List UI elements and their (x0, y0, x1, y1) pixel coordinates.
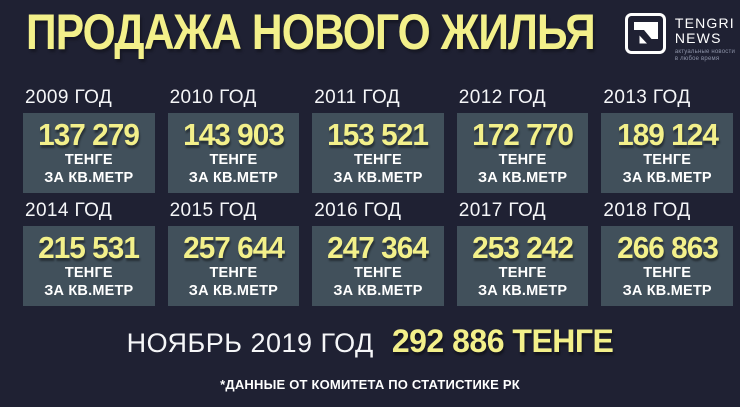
year-cell-2012: 2012 ГОД 172 770 ТЕНГЕ ЗА КВ.МЕТР (456, 87, 589, 193)
price-value: 137 279 (38, 117, 140, 152)
year-label: 2009 ГОД (25, 87, 113, 108)
logo-tagline-line2: в любое время (674, 56, 720, 62)
year-cell-2011: 2011 ГОД 153 521 ТЕНГЕ ЗА КВ.МЕТР (312, 88, 444, 193)
year-cell-2010: 2010 ГОД 143 903 ТЕНГЕ ЗА КВ.МЕТР (167, 87, 300, 193)
unit-line: ТЕНГЕ (354, 152, 402, 168)
price-card: 189 124 ТЕНГЕ ЗА КВ.МЕТР (601, 113, 733, 193)
logo-tagline-line1: актуальные новости (674, 49, 735, 55)
price-card: 172 770 ТЕНГЕ ЗА КВ.МЕТР (456, 113, 589, 193)
unit-line: ТЕНГЕ (354, 265, 402, 281)
year-label: 2012 ГОД (458, 87, 546, 108)
year-label: 2018 ГОД (603, 200, 691, 221)
year-cell-2013: 2013 ГОД 189 124 ТЕНГЕ ЗА КВ.МЕТР (601, 88, 733, 193)
unit-line: ЗА КВ.МЕТР (44, 283, 134, 299)
year-cell-2018: 2018 ГОД 266 863 ТЕНГЕ ЗА КВ.МЕТР (601, 201, 733, 306)
unit-line: ТЕНГЕ (64, 152, 113, 168)
year-cell-2009: 2009 ГОД 137 279 ТЕНГЕ ЗА КВ.МЕТР (23, 88, 155, 193)
unit-line: ТЕНГЕ (643, 265, 692, 281)
unit-line: ЗА КВ.МЕТР (188, 283, 278, 299)
unit-line: ТЕНГЕ (643, 152, 692, 168)
price-card: 143 903 ТЕНГЕ ЗА КВ.МЕТР (167, 113, 300, 193)
tengrinews-logo: TENGRI NEWS актуальные новости в любое в… (624, 13, 735, 63)
year-label: 2014 ГОД (25, 200, 113, 221)
year-label: 2016 ГОД (314, 200, 402, 221)
year-label: 2015 ГОД (169, 200, 257, 221)
tengrinews-flag-icon (624, 13, 666, 54)
unit-line: ЗА КВ.МЕТР (333, 283, 423, 299)
year-cell-2016: 2016 ГОД 247 364 ТЕНГЕ ЗА КВ.МЕТР (312, 201, 444, 306)
year-label: 2011 ГОД (314, 87, 400, 108)
price-value: 253 242 (472, 230, 574, 265)
unit-line: ТЕНГЕ (209, 265, 258, 281)
price-card: 153 521 ТЕНГЕ ЗА КВ.МЕТР (312, 113, 444, 193)
price-value: 266 863 (616, 230, 719, 265)
unit-line: ЗА КВ.МЕТР (333, 170, 423, 186)
summary-row: НОЯБРЬ 2019 ГОД 292 886 ТЕНГЕ (0, 323, 740, 360)
price-value: 153 521 (327, 117, 430, 152)
price-value: 143 903 (182, 117, 285, 152)
unit-line: ЗА КВ.МЕТР (622, 170, 712, 186)
unit-line: ТЕНГЕ (64, 265, 113, 281)
unit-line: ЗА КВ.МЕТР (188, 170, 278, 186)
unit-line: ТЕНГЕ (498, 152, 547, 168)
price-value: 247 364 (327, 230, 430, 265)
year-cell-2015: 2015 ГОД 257 644 ТЕНГЕ ЗА КВ.МЕТР (167, 200, 300, 306)
price-value: 172 770 (472, 117, 574, 152)
year-label: 2017 ГОД (458, 200, 546, 221)
year-cell-2014: 2014 ГОД 215 531 ТЕНГЕ ЗА КВ.МЕТР (23, 201, 155, 306)
tengrinews-logo-text: TENGRI NEWS актуальные новости в любое в… (675, 13, 735, 63)
year-label: 2013 ГОД (603, 87, 691, 108)
unit-line: ТЕНГЕ (498, 265, 547, 281)
price-card: 257 644 ТЕНГЕ ЗА КВ.МЕТР (167, 226, 300, 306)
unit-line: ЗА КВ.МЕТР (477, 283, 568, 299)
unit-line: ЗА КВ.МЕТР (622, 283, 712, 299)
price-value: 257 644 (182, 230, 285, 265)
price-card: 215 531 ТЕНГЕ ЗА КВ.МЕТР (23, 226, 155, 306)
unit-line: ЗА КВ.МЕТР (477, 170, 568, 186)
year-cell-2017: 2017 ГОД 253 242 ТЕНГЕ ЗА КВ.МЕТР (456, 200, 589, 306)
price-card: 247 364 ТЕНГЕ ЗА КВ.МЕТР (312, 226, 444, 306)
price-card: 137 279 ТЕНГЕ ЗА КВ.МЕТР (23, 113, 155, 193)
price-card: 253 242 ТЕНГЕ ЗА КВ.МЕТР (456, 226, 589, 306)
price-grid: 2009 ГОД 137 279 ТЕНГЕ ЗА КВ.МЕТР 2010 Г… (23, 88, 733, 306)
source-footnote: *ДАННЫЕ ОТ КОМИТЕТА ПО СТАТИСТИКЕ РК (220, 377, 520, 392)
logo-name-line1: TENGRI (674, 15, 735, 31)
summary-value: 292 886 ТЕНГЕ (391, 323, 614, 359)
price-card: 266 863 ТЕНГЕ ЗА КВ.МЕТР (601, 226, 733, 306)
logo-name-line2: NEWS (674, 30, 722, 46)
price-value: 215 531 (38, 230, 140, 265)
year-label: 2010 ГОД (169, 87, 257, 108)
price-value: 189 124 (616, 117, 719, 152)
page-title: ПРОДАЖА НОВОГО ЖИЛЬЯ (26, 4, 596, 60)
unit-line: ЗА КВ.МЕТР (44, 170, 134, 186)
unit-line: ТЕНГЕ (209, 152, 258, 168)
summary-label: НОЯБРЬ 2019 ГОД (126, 328, 374, 358)
